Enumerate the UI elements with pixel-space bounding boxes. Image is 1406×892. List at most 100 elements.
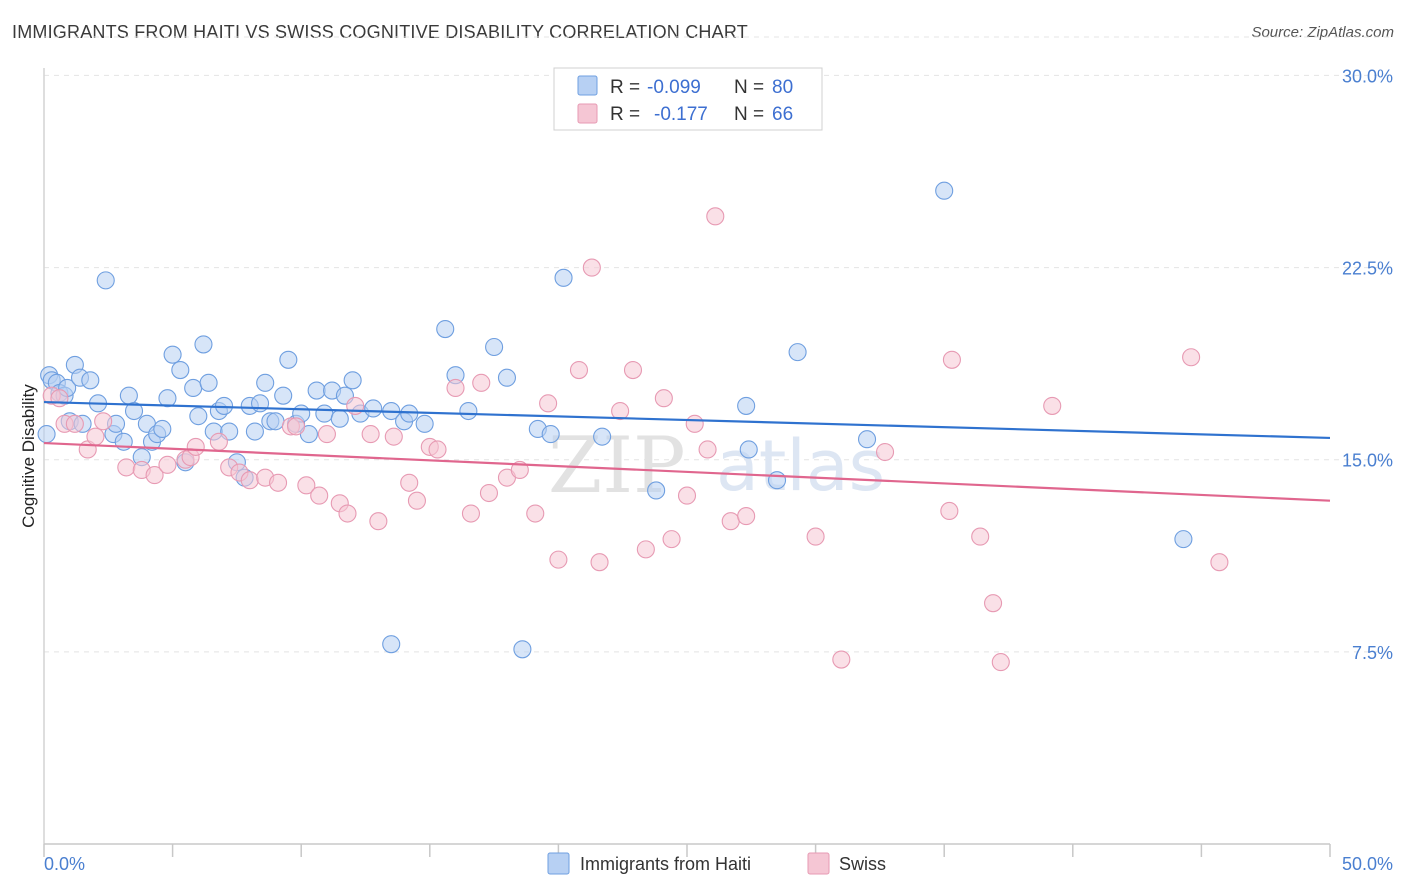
y-tick-label: 7.5% xyxy=(1352,643,1393,663)
data-point xyxy=(539,394,558,413)
data-point xyxy=(1182,348,1201,367)
legend-swatch-swiss xyxy=(807,852,830,875)
data-point xyxy=(184,378,203,398)
stats-r-value-swiss: -0.177 xyxy=(654,104,708,125)
data-point xyxy=(145,466,164,485)
data-point xyxy=(459,401,478,421)
data-point xyxy=(269,473,288,492)
watermark-atlas: atlas xyxy=(716,425,885,507)
data-point xyxy=(510,460,529,480)
y-tick-label: 30.0% xyxy=(1342,66,1393,86)
data-point xyxy=(382,635,401,654)
data-point xyxy=(400,404,419,423)
data-point xyxy=(857,430,877,449)
data-point xyxy=(369,512,388,531)
data-point xyxy=(984,594,1003,613)
data-point xyxy=(315,404,334,423)
data-point xyxy=(81,371,100,390)
data-point xyxy=(971,527,990,546)
stats-n-label-haiti: N = xyxy=(734,77,764,98)
stats-box: R = -0.099 N = 80 R = -0.177 N = 66 xyxy=(553,67,823,131)
legend-label-haiti: Immigrants from Haiti xyxy=(580,854,751,874)
legend: Immigrants from Haiti Swiss xyxy=(547,852,886,875)
x-tick-label-max: 50.0% xyxy=(1342,854,1393,874)
data-point xyxy=(400,473,419,492)
data-point xyxy=(526,504,545,523)
x-tick-label-min: 0.0% xyxy=(44,854,85,874)
data-point xyxy=(940,501,959,521)
data-point xyxy=(875,442,895,462)
data-point xyxy=(1174,530,1193,549)
trend-line xyxy=(43,441,1331,502)
x-ticks xyxy=(43,844,1331,857)
stats-n-label-swiss: N = xyxy=(734,104,764,125)
y-tick-label: 15.0% xyxy=(1342,451,1393,471)
grid-lines xyxy=(44,36,1393,653)
data-point xyxy=(706,207,725,226)
data-point xyxy=(739,440,758,459)
data-point xyxy=(935,181,954,200)
stats-box-frame xyxy=(553,67,823,131)
data-point xyxy=(158,455,177,474)
stats-n-value-swiss: 66 xyxy=(772,104,793,125)
data-point xyxy=(415,414,434,433)
data-point xyxy=(266,412,285,431)
stats-n-value-haiti: 80 xyxy=(772,77,793,98)
data-point xyxy=(1043,396,1062,415)
data-point xyxy=(317,425,336,444)
data-point xyxy=(832,650,851,669)
data-point xyxy=(245,422,264,441)
data-point xyxy=(582,258,601,277)
data-point xyxy=(163,345,182,364)
data-point xyxy=(124,401,144,421)
trend-lines xyxy=(43,400,1331,502)
y-axis-label: Cognitive Disability xyxy=(19,384,38,528)
data-point xyxy=(330,409,349,428)
data-point xyxy=(171,360,190,380)
data-point xyxy=(479,483,499,503)
data-point xyxy=(37,425,56,444)
data-point xyxy=(767,471,787,490)
data-point xyxy=(279,350,298,369)
data-point xyxy=(942,350,961,369)
data-point xyxy=(407,491,426,510)
data-point xyxy=(209,432,228,451)
stats-swatch-haiti xyxy=(577,75,598,96)
legend-swatch-haiti xyxy=(547,852,570,875)
data-point xyxy=(721,512,740,531)
stats-r-label-swiss: R = xyxy=(610,104,640,125)
data-point xyxy=(461,504,481,523)
data-point xyxy=(549,550,568,569)
data-point xyxy=(611,401,630,421)
stats-swatch-swiss xyxy=(577,103,598,124)
data-point xyxy=(310,486,329,505)
data-point xyxy=(94,412,113,431)
data-point xyxy=(194,335,213,354)
data-point xyxy=(297,476,316,495)
data-point xyxy=(991,653,1010,672)
data-point xyxy=(472,373,491,392)
data-point xyxy=(307,381,326,400)
data-point xyxy=(569,360,589,380)
data-point xyxy=(685,414,704,433)
data-point xyxy=(636,540,655,559)
data-point xyxy=(338,504,357,523)
stats-r-label-haiti: R = xyxy=(610,77,640,98)
data-point xyxy=(96,271,115,290)
data-point xyxy=(485,337,504,357)
trend-line xyxy=(43,400,1331,440)
data-point xyxy=(554,268,573,287)
data-point xyxy=(662,530,681,549)
data-point xyxy=(287,417,306,436)
data-point xyxy=(654,389,673,408)
data-point xyxy=(65,414,84,433)
data-point xyxy=(86,427,105,446)
y-tick-labels: 7.5% 15.0% 22.5% 30.0% xyxy=(1342,66,1393,662)
data-point xyxy=(199,373,218,392)
data-point xyxy=(541,425,560,444)
data-point xyxy=(50,389,69,408)
data-point xyxy=(256,373,275,392)
data-point xyxy=(158,389,177,408)
data-point xyxy=(274,386,293,405)
stats-r-value-haiti: -0.099 xyxy=(647,77,701,98)
